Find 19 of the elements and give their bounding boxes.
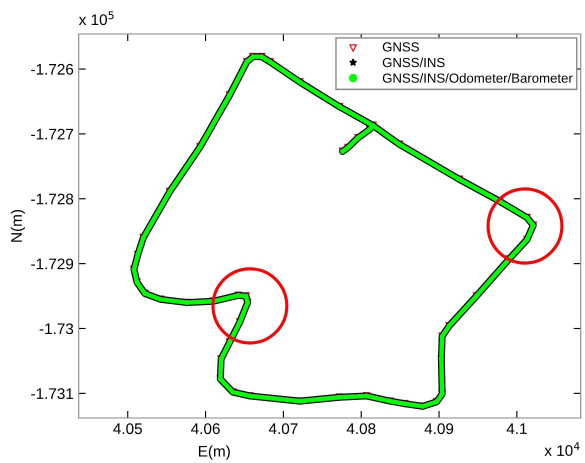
y-axis-title: N(m)	[10, 210, 25, 242]
y-tick-label: -1.726	[31, 64, 74, 75]
x-axis-title: E(m)	[198, 445, 230, 460]
x-tick-label: 4.05	[113, 423, 142, 434]
y-tick-label: -1.729	[31, 258, 74, 270]
x-tick-label: 4.1	[506, 423, 527, 434]
x-tick-label: 4.06	[191, 423, 220, 434]
text: x 10$^{4}$	[544, 442, 580, 456]
y-tick-label: -1.731	[31, 388, 74, 400]
legend-label: GNSS/INS/Odometer/Barometer	[382, 73, 573, 83]
x-tick-label: 4.09	[424, 423, 454, 434]
legend-label: GNSS	[382, 42, 419, 52]
y-tick-label: -1.73	[40, 323, 74, 334]
y-tick-label: -1.728	[31, 194, 74, 204]
x-tick-label: 4.08	[346, 423, 376, 434]
text: x 10$^{5}$	[78, 11, 114, 26]
legend-label: GNSS/INS	[382, 58, 445, 68]
y-tick-label: -1.727	[31, 128, 74, 140]
x-tick-label: 4.07	[268, 423, 298, 434]
